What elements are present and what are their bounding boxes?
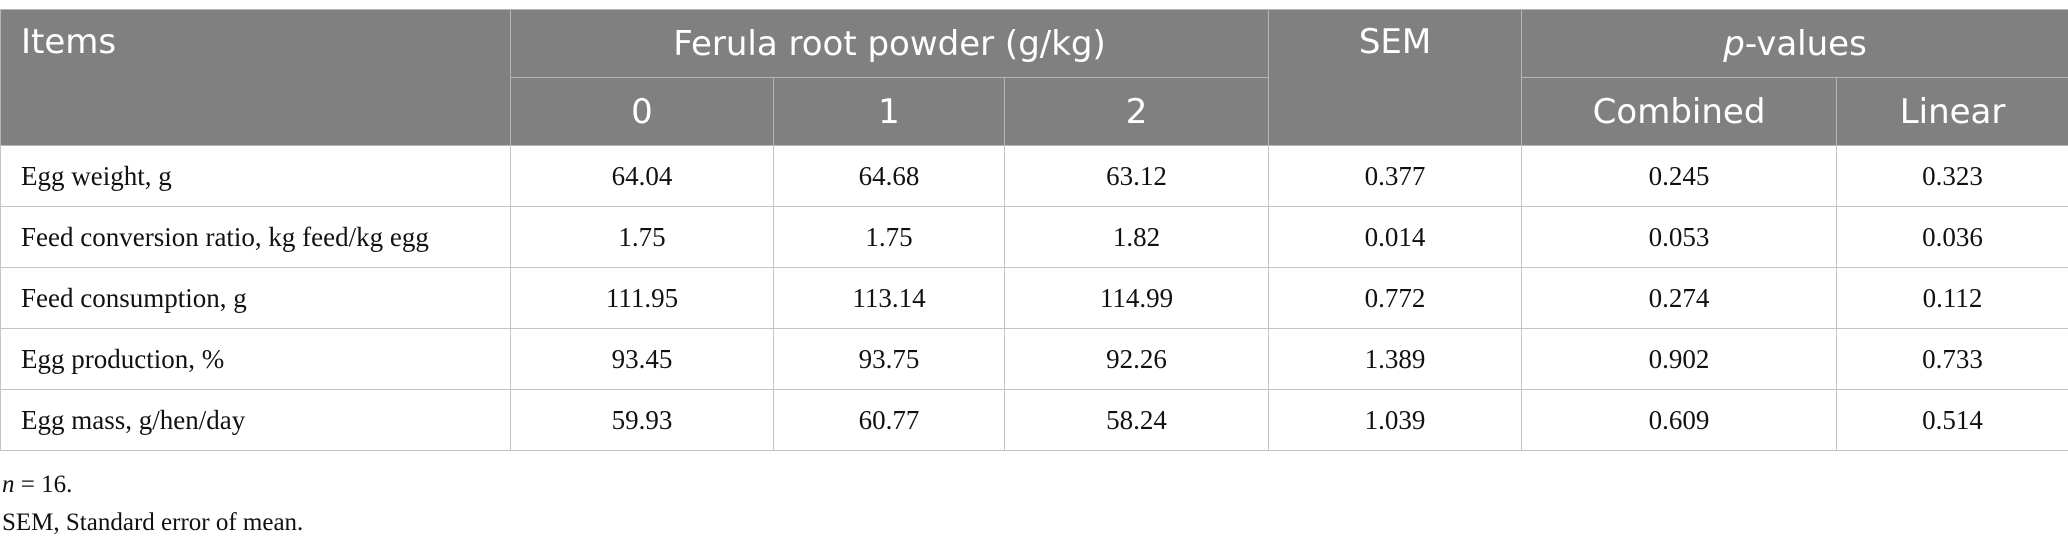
cell: 1.75 [510,206,774,268]
footnote: SEM, Standard error of mean. [2,509,304,536]
cell: 0.772 [1268,267,1523,329]
cell: 0.053 [1521,206,1838,268]
header-pvalues: p-values [1521,9,2068,78]
cell: 93.45 [510,328,774,390]
cell: 0.902 [1521,328,1838,390]
header-sem: SEM [1268,9,1523,146]
cell: 0.609 [1521,389,1838,451]
data-table: Items Ferula root powder (g/kg) SEM p-va… [0,9,2068,451]
table-row: Egg mass, g/hen/day 59.93 60.77 58.24 1.039 0… [0,389,2068,451]
table-body: Egg weight, g 64.04 64.68 63.12 0.377 0.245 0.… [0,145,2068,451]
pvalues-rest: -values [1744,23,1867,64]
cell: 0.514 [1836,389,2068,451]
row-label: Feed conversion ratio, kg feed/kg egg [0,206,511,268]
table-row: Feed conversion ratio, kg feed/kg egg 1.7… [0,206,2068,268]
cell: 0.014 [1268,206,1523,268]
row-label: Egg production, % [0,328,511,390]
cell: 60.77 [773,389,1005,451]
table-row: Egg production, % 93.45 93.75 92.26 1.389 0.9… [0,328,2068,390]
row-label: Egg mass, g/hen/day [0,389,511,451]
italic-p: p [1723,23,1745,64]
table-row: Egg weight, g 64.04 64.68 63.12 0.377 0.245 0.… [0,145,2068,207]
cell: 0.245 [1521,145,1838,207]
footnotes: n = 16. SEM, Standard error of mean. [2,466,303,542]
cell: 0.323 [1836,145,2068,207]
cell: 0.274 [1521,267,1838,329]
cell: 64.04 [510,145,774,207]
row-label: Feed consumption, g [0,267,511,329]
row-label: Egg weight, g [0,145,511,207]
cell: 92.26 [1003,328,1270,390]
cell: 114.99 [1003,267,1270,329]
cell: 113.14 [773,267,1005,329]
cell: 64.68 [773,145,1005,207]
cell: 63.12 [1003,145,1270,207]
cell: 58.24 [1003,389,1270,451]
header-level: 0 [510,77,774,146]
cell: 0.036 [1836,206,2068,268]
cell: 93.75 [773,328,1005,390]
header-level: 2 [1003,77,1270,146]
table-row: Feed consumption, g 111.95 113.14 114.99 0.7… [0,267,2068,329]
cell: 0.377 [1268,145,1523,207]
header-items: Items [0,9,511,146]
cell: 1.75 [773,206,1005,268]
footnote: n = 16. [2,466,303,504]
header-pcol: Linear [1836,77,2068,146]
header-group: Ferula root powder (g/kg) [509,9,1270,78]
cell: 111.95 [510,267,774,329]
footnote-rest: = 16. [14,471,73,498]
cell: 1.039 [1268,389,1523,451]
cell: 1.389 [1268,328,1523,390]
cell: 1.82 [1003,206,1270,268]
cell: 0.112 [1836,267,2068,329]
header-pcol: Combined [1521,77,1838,146]
cell: 0.733 [1836,328,2068,390]
header-level: 1 [773,77,1005,146]
cell: 59.93 [510,389,774,451]
italic-n: n [2,471,15,498]
